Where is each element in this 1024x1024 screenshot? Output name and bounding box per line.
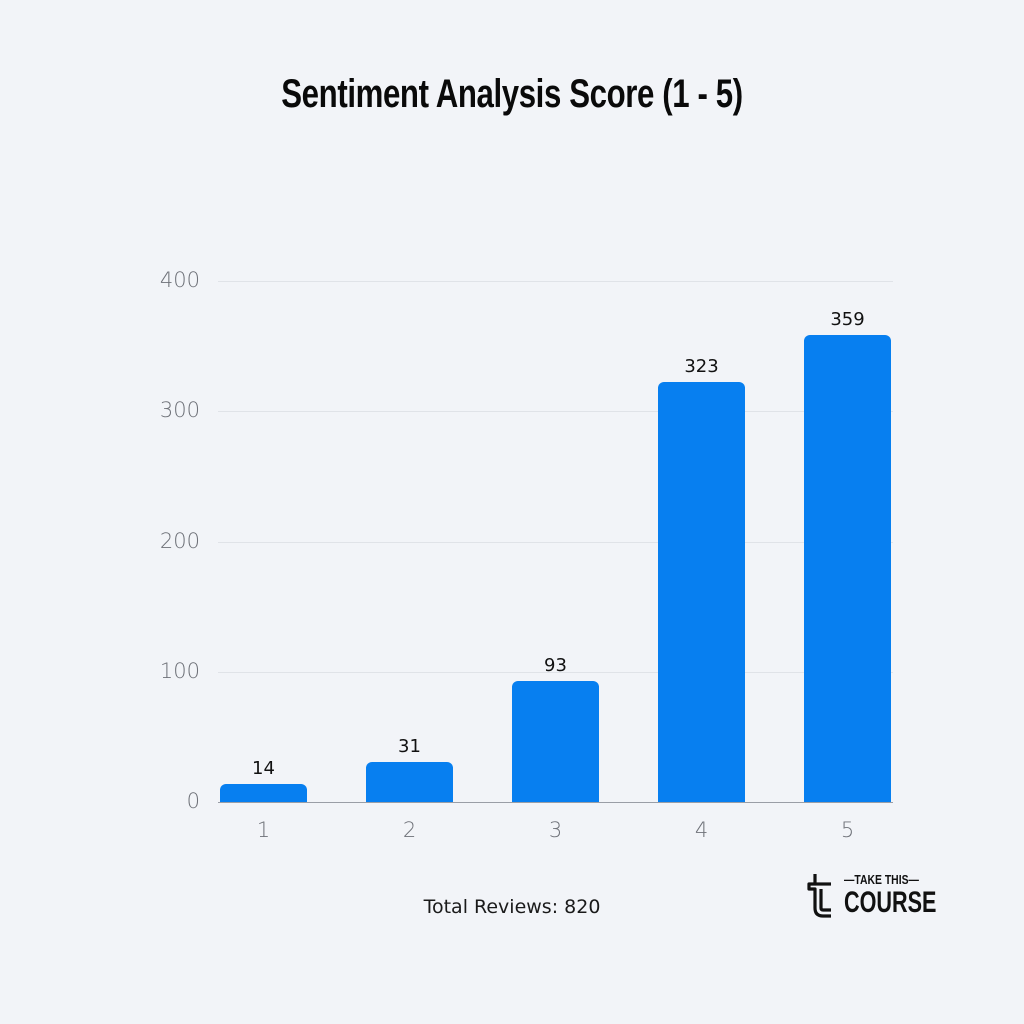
gridline-300	[218, 411, 893, 412]
t-logo-icon	[807, 874, 831, 918]
gridline-400	[218, 281, 893, 282]
bar-score-4	[658, 382, 745, 802]
total-reviews-label: Total Reviews: 820	[423, 896, 601, 918]
take-this-course-logo: —TAKE THIS— COURSE	[806, 870, 936, 922]
logo-bottom-text: COURSE	[844, 886, 937, 919]
y-tick-label: 100	[159, 659, 200, 683]
y-tick-label: 300	[159, 398, 200, 422]
value-label: 31	[398, 736, 421, 757]
chart-title: Sentiment Analysis Score (1 - 5)	[281, 72, 743, 116]
value-label: 14	[252, 758, 275, 779]
x-tick-label: 5	[840, 818, 855, 842]
gridline-100	[218, 672, 893, 673]
x-tick-label: 2	[402, 818, 417, 842]
bar-score-1	[220, 784, 307, 802]
y-tick-label: 0	[186, 789, 200, 813]
bar-score-5	[804, 335, 891, 802]
plot-area: 14 31 93 323 359	[218, 281, 893, 803]
x-tick-label: 1	[256, 818, 271, 842]
value-label: 93	[544, 655, 567, 676]
gridline-200	[218, 542, 893, 543]
bar-score-2	[366, 762, 453, 802]
x-tick-label: 4	[694, 818, 709, 842]
bar-score-3	[512, 681, 599, 802]
x-tick-label: 3	[548, 818, 563, 842]
total-reviews-annotation: Total Reviews: 820	[0, 896, 1024, 918]
value-label: 323	[684, 356, 719, 377]
value-label: 359	[830, 309, 865, 330]
y-tick-label: 400	[159, 268, 200, 292]
x-axis-line	[218, 802, 893, 803]
logo-top-text: —TAKE THIS—	[844, 872, 919, 887]
y-tick-label: 200	[159, 529, 200, 553]
